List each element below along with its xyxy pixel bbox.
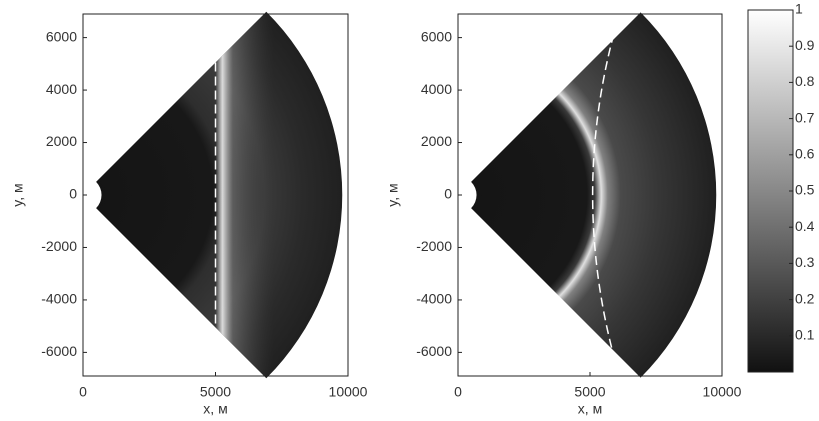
y-tick-label: 4000 [46, 81, 77, 97]
x-tick-label: 10000 [703, 384, 742, 400]
x-tick-label: 0 [79, 384, 87, 400]
colorbar [747, 9, 794, 373]
y-tick-label: -2000 [41, 238, 77, 254]
colorbar-tick-label: 0.7 [795, 109, 815, 125]
x-axis-label: x, м [203, 401, 227, 417]
colorbar-tick-label: 1 [795, 1, 803, 17]
y-tick-label: 6000 [421, 28, 452, 44]
y-tick-label: 0 [69, 186, 77, 202]
x-tick-label: 0 [454, 384, 462, 400]
y-axis-label: y, м [385, 183, 401, 206]
y-tick-label: 2000 [421, 133, 452, 149]
y-tick-label: -2000 [416, 238, 452, 254]
y-tick-label: -4000 [41, 291, 77, 307]
y-tick-label: 6000 [46, 28, 77, 44]
y-tick-label: 0 [444, 186, 452, 202]
colorbar-tick-label: 0.4 [795, 218, 815, 234]
x-tick-label: 5000 [200, 384, 231, 400]
y-tick-label: -6000 [41, 343, 77, 359]
plot-panel: 0 5000 10000 -6000 -4000 -2000 0 2000 4000 6000 x,… [10, 11, 368, 417]
y-tick-label: -6000 [416, 343, 452, 359]
colorbar-tick-label: 0.3 [795, 254, 815, 270]
colorbar-tick-label: 0.6 [795, 146, 815, 162]
plot-panel: 0 5000 10000 -6000 -4000 -2000 0 2000 4000 6000 x,… [385, 1, 815, 417]
colorbar-tick-label: 0.8 [795, 73, 815, 89]
colorbar-tick-label: 0.5 [795, 182, 815, 198]
x-tick-label: 10000 [329, 384, 368, 400]
field-image [471, 12, 717, 378]
y-axis-label: y, м [10, 183, 26, 206]
colorbar-tick-label: 0.2 [795, 290, 815, 306]
colorbar-tick-label: 0.1 [795, 327, 815, 343]
y-tick-label: 4000 [421, 81, 452, 97]
x-axis-label: x, м [578, 401, 602, 417]
y-tick-label: 2000 [46, 133, 77, 149]
reference-curve [591, 33, 615, 357]
colorbar-tick-label: 0.9 [795, 37, 815, 53]
bright-band [215, 14, 274, 376]
x-tick-label: 5000 [574, 384, 605, 400]
y-tick-label: -4000 [416, 291, 452, 307]
